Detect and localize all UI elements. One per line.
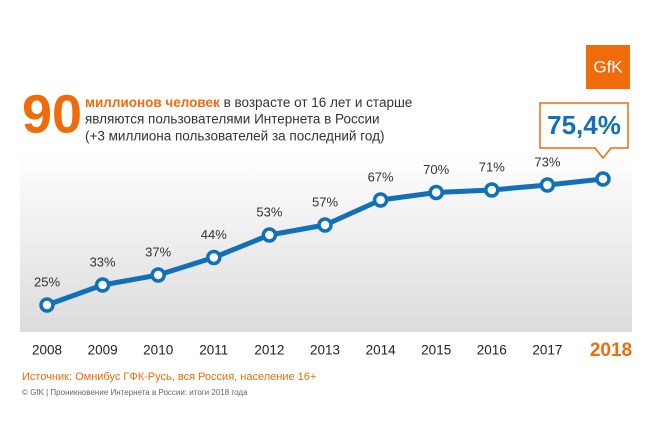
background-band xyxy=(20,150,632,332)
value-label: 70% xyxy=(423,162,449,177)
value-label: 57% xyxy=(312,194,338,209)
source: Источник: Омнибус ГФК-Русь, вся Россия, … xyxy=(22,371,316,383)
value-label: 25% xyxy=(34,274,60,289)
headline-bold: миллионов человек xyxy=(85,95,220,110)
headline-line: миллионов человек в возрасте от 16 лет и… xyxy=(85,95,412,110)
headline-text: в возрасте от 16 лет и старше xyxy=(220,95,413,110)
x-tick-label: 2018 xyxy=(590,340,632,361)
point xyxy=(372,192,389,208)
logo-box xyxy=(586,45,630,89)
value-label: 44% xyxy=(201,227,227,242)
point xyxy=(317,217,333,233)
value-label: 75,4% xyxy=(547,110,621,140)
x-tick-label: 2015 xyxy=(421,343,451,358)
headline-line: являются пользователями Интернета в Росс… xyxy=(85,112,380,127)
x-tick-label: 2012 xyxy=(254,343,284,358)
point xyxy=(150,267,166,283)
x-tick-label: 2013 xyxy=(310,343,340,358)
value-label: 73% xyxy=(534,154,560,169)
logo: GfK xyxy=(593,57,623,76)
footer: © GfK | Проникновение Интернета в России… xyxy=(22,388,248,397)
point xyxy=(428,184,444,201)
point xyxy=(39,297,55,313)
point xyxy=(206,249,222,266)
value-label: 33% xyxy=(90,254,116,269)
x-tick-label: 2010 xyxy=(143,343,173,358)
x-tick-label: 2017 xyxy=(532,343,562,358)
point xyxy=(261,227,278,243)
x-tick-label: 2011 xyxy=(199,343,228,358)
value-label: 53% xyxy=(256,204,282,219)
headline-number: 90 xyxy=(22,84,82,144)
point xyxy=(94,277,111,293)
value-label: 67% xyxy=(368,169,394,184)
x-tick-label: 2008 xyxy=(32,343,62,358)
point xyxy=(539,177,556,193)
x-tick-label: 2014 xyxy=(366,343,397,358)
headline-line: (+3 миллиона пользователей за последний … xyxy=(85,129,384,144)
value-label: 37% xyxy=(145,244,171,259)
value-label: 71% xyxy=(479,159,505,174)
callout-box xyxy=(539,102,629,160)
x-tick-label: 2016 xyxy=(477,343,507,358)
point xyxy=(595,171,611,187)
x-tick-label: 2009 xyxy=(88,343,118,358)
point xyxy=(484,182,500,198)
